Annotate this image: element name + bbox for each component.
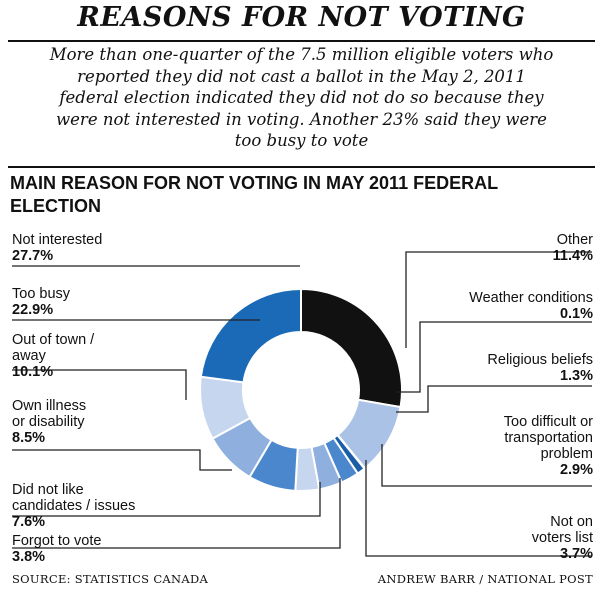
slice-label-value: 8.5%: [12, 430, 46, 446]
label-too-difficult: Too difficult or transportation problem …: [504, 414, 593, 478]
slice-label-name: Weather conditions: [469, 290, 593, 306]
slice-label-value: 27.7%: [12, 248, 54, 264]
slice-label-name: Religious beliefs: [487, 352, 593, 368]
label-forgot-to-vote: Forgot to vote 3.8%: [12, 533, 101, 565]
leader-line-religious: [396, 385, 592, 413]
slice-label-name: voters list: [531, 530, 593, 546]
subtitle-line: federal election indicated they did not …: [59, 88, 544, 107]
slice-not-interested: [300, 287, 403, 409]
slice-label-value: 22.9%: [12, 302, 54, 318]
slice-too-busy: [199, 287, 302, 384]
slice-label-name: Forgot to vote: [12, 533, 102, 549]
slice-label-name: Too difficult or: [503, 414, 593, 430]
label-not-interested: Not interested 27.7%: [12, 232, 102, 264]
label-own-illness: Own illness or disability 8.5%: [12, 398, 86, 446]
leader-line-too-difficult: [381, 444, 592, 487]
slice-label-value: 1.3%: [559, 368, 593, 384]
slice-label-name: Other: [556, 232, 593, 248]
credit-note: ANDREW BARR / NATIONAL POST: [377, 572, 593, 586]
slice-label-name: Own illness: [12, 398, 87, 414]
label-weather: Weather conditions 0.1%: [469, 290, 593, 322]
slice-label-name: Not interested: [12, 232, 103, 248]
slice-label-name: problem: [540, 446, 593, 462]
title-rule-top: [8, 40, 595, 42]
leader-line-other: [405, 251, 592, 348]
chart-title-line: MAIN REASON FOR NOT VOTING IN MAY 2011 F…: [10, 173, 499, 193]
slice-label-name: away: [12, 348, 46, 364]
leader-line-not-on-list: [365, 460, 592, 557]
subtitle-line: More than one-quarter of the 7.5 million…: [49, 45, 554, 64]
label-out-of-town: Out of town / away 10.1%: [12, 332, 94, 380]
label-religious: Religious beliefs 1.3%: [487, 352, 593, 384]
slice-label-value: 0.1%: [559, 306, 593, 322]
subtitle-line: were not interested in voting. Another 2…: [56, 109, 547, 129]
graphic-subtitle: More than one-quarter of the 7.5 million…: [10, 44, 593, 152]
subtitle-line: too busy to vote: [234, 131, 369, 150]
slice-label-value: 7.6%: [12, 514, 46, 530]
slice-label-value: 3.7%: [559, 546, 593, 562]
leader-line-forgot: [12, 478, 341, 549]
slice-label-value: 2.9%: [559, 462, 593, 478]
chart-title: MAIN REASON FOR NOT VOTING IN MAY 2011 F…: [10, 172, 595, 218]
leader-line-own-illness: [12, 449, 232, 471]
slice-label-name: Not on: [550, 514, 593, 530]
leader-line-weather: [396, 321, 592, 393]
subtitle-rule-bottom: [8, 166, 595, 168]
label-other: Other 11.4%: [553, 232, 593, 264]
slice-label-name: or disability: [12, 414, 85, 430]
graphic-title: REASONS FOR NOT VOTING: [77, 2, 526, 33]
slice-label-name: Too busy: [12, 286, 71, 302]
leader-line-out-of-town: [12, 369, 187, 400]
subtitle-line: reported they did not cast a ballot in t…: [77, 66, 526, 86]
label-did-not-like: Did not like candidates / issues 7.6%: [12, 482, 135, 530]
leader-line-did-not-like: [12, 482, 321, 517]
slice-label-value: 10.1%: [12, 364, 54, 380]
slice-label-name: candidates / issues: [12, 498, 136, 514]
slice-label-name: Did not like: [12, 482, 84, 498]
source-note: SOURCE: STATISTICS CANADA: [12, 572, 209, 586]
slice-label-name: Out of town /: [12, 332, 95, 348]
slice-label-name: transportation: [504, 430, 593, 446]
label-not-on-list: Not on voters list 3.7%: [532, 514, 593, 562]
slice-label-value: 11.4%: [552, 248, 593, 264]
chart-title-line: ELECTION: [10, 196, 102, 216]
slice-label-value: 3.8%: [12, 549, 46, 565]
label-too-busy: Too busy 22.9%: [12, 286, 70, 318]
